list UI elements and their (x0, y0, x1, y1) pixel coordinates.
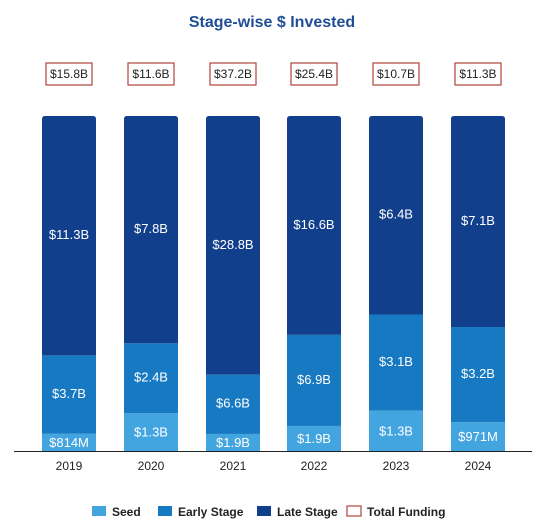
bar-stack-2024: $971M $3.2B $7.1B (451, 116, 505, 451)
early-stage-value-label-2022: $6.9B (297, 372, 331, 387)
x-tick-label-2022: 2022 (301, 459, 328, 473)
bar-stack-2019: $814M $3.7B $11.3B (42, 116, 96, 451)
early-stage-value-label-2020: $2.4B (134, 370, 168, 385)
early-stage-segment-2024 (451, 327, 505, 423)
bar-stack-2020: $1.3B $2.4B $7.8B (124, 116, 178, 451)
total-funding-box-2020 (127, 62, 175, 86)
early-stage-value-label-2024: $3.2B (461, 366, 495, 381)
early-stage-segment-2023 (369, 314, 423, 411)
x-tick-label-2019: 2019 (56, 459, 83, 473)
seed-value-label-2019: $814M (49, 435, 89, 450)
legend-label-total-funding: Total Funding (367, 505, 445, 519)
x-tick-label-2024: 2024 (465, 459, 492, 473)
total-funding-label-2019: $15.8B (50, 67, 88, 81)
total-funding-label-2024: $11.3B (459, 67, 496, 81)
legend-label-late-stage: Late Stage (277, 505, 338, 519)
legend-item-total-funding: Total Funding (346, 505, 445, 519)
bars: $814M $3.7B $11.3B $1.3B $2.4B $7.8B $1.9B $6.6… (42, 116, 505, 451)
total-funding-label-2020: $11.6B (132, 67, 169, 81)
early-stage-segment-2020 (124, 343, 178, 414)
late-stage-value-label-2019: $11.3B (49, 227, 89, 242)
late-stage-segment-2021 (206, 116, 260, 375)
total-funding-label-2022: $25.4B (295, 67, 333, 81)
bar-stack-2021: $1.9B $6.6B $28.8B (206, 116, 260, 451)
seed-segment-2022 (287, 425, 341, 451)
x-tick-label-2021: 2021 (220, 459, 247, 473)
early-stage-segment-2019 (42, 355, 96, 434)
late-stage-segment-2020 (124, 116, 178, 344)
total-funding-box-2021 (209, 62, 257, 86)
legend-item-seed: Seed (92, 505, 141, 519)
seed-value-label-2022: $1.9B (297, 431, 331, 446)
legend-swatch-total-funding (346, 505, 362, 517)
chart-title: Stage-wise $ Invested (189, 14, 355, 31)
seed-value-label-2021: $1.9B (216, 435, 250, 450)
total-funding-boxes: $15.8B $11.6B $37.2B $25.4B $10.7B $11.3B (45, 62, 502, 86)
legend-item-late-stage: Late Stage (257, 505, 338, 519)
late-stage-segment-2024 (451, 116, 505, 328)
late-stage-value-label-2020: $7.8B (134, 221, 168, 236)
bar-stack-2022: $1.9B $6.9B $16.6B (287, 116, 341, 451)
total-funding-label-2023: $10.7B (377, 67, 415, 81)
legend: Seed Early Stage Late Stage Total Funding (92, 505, 445, 519)
seed-value-label-2024: $971M (458, 429, 498, 444)
total-funding-box-2019 (45, 62, 93, 86)
total-funding-box-2022 (290, 62, 338, 86)
seed-value-label-2020: $1.3B (134, 425, 168, 440)
legend-label-seed: Seed (112, 505, 141, 519)
seed-segment-2019 (42, 433, 96, 451)
late-stage-segment-2019 (42, 116, 96, 356)
late-stage-value-label-2024: $7.1B (461, 213, 495, 228)
late-stage-value-label-2021: $28.8B (212, 237, 253, 252)
total-funding-box-2023 (372, 62, 420, 86)
x-tick-label-2023: 2023 (383, 459, 410, 473)
bar-stack-2023: $1.3B $3.1B $6.4B (369, 116, 423, 451)
x-tick-label-2020: 2020 (138, 459, 165, 473)
legend-swatch-seed (92, 506, 106, 516)
seed-segment-2020 (124, 413, 178, 451)
seed-segment-2024 (451, 422, 505, 451)
early-stage-value-label-2021: $6.6B (216, 396, 250, 411)
seed-value-label-2023: $1.3B (379, 423, 413, 438)
total-funding-box-2024 (454, 62, 502, 86)
early-stage-segment-2021 (206, 374, 260, 434)
legend-label-early-stage: Early Stage (178, 505, 244, 519)
early-stage-segment-2022 (287, 334, 341, 426)
legend-swatch-early-stage (158, 506, 172, 516)
seed-segment-2023 (369, 410, 423, 451)
early-stage-value-label-2023: $3.1B (379, 354, 413, 369)
x-axis-tick-labels: 2019 2020 2021 2022 2023 2024 (56, 459, 492, 473)
late-stage-value-label-2023: $6.4B (379, 207, 413, 222)
legend-swatch-late-stage (257, 506, 271, 516)
total-funding-label-2021: $37.2B (214, 67, 252, 81)
early-stage-value-label-2019: $3.7B (52, 386, 86, 401)
late-stage-value-label-2022: $16.6B (293, 217, 334, 232)
late-stage-segment-2022 (287, 116, 341, 335)
seed-segment-2021 (206, 433, 260, 451)
late-stage-segment-2023 (369, 116, 423, 315)
legend-item-early-stage: Early Stage (158, 505, 244, 519)
